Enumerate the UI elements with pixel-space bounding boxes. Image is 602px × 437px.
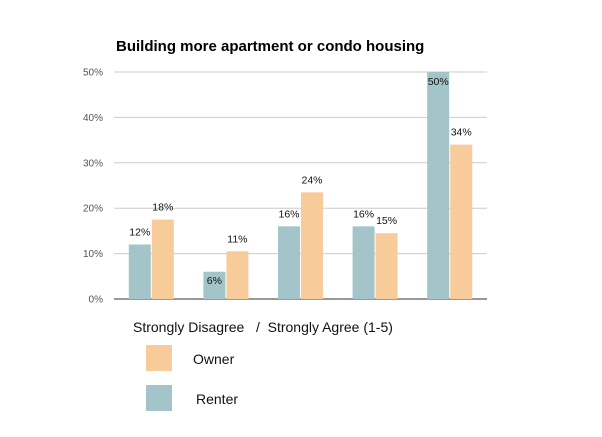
bar-owner-5 bbox=[450, 144, 473, 299]
chart-title: Building more apartment or condo housing bbox=[116, 38, 424, 55]
data-label-renter-3: 16% bbox=[278, 208, 299, 220]
legend-swatch-owner bbox=[146, 345, 172, 371]
x-axis-title: Strongly Disagree / Strongly Agree (1-5) bbox=[133, 319, 393, 335]
bars bbox=[128, 72, 473, 299]
data-label-renter-5: 50% bbox=[428, 76, 449, 88]
y-tick-label: 50% bbox=[83, 68, 103, 79]
legend-label-renter: Renter bbox=[196, 391, 238, 407]
bar-renter-4 bbox=[352, 226, 375, 299]
data-label-renter-4: 16% bbox=[353, 208, 374, 220]
data-label-renter-2: 6% bbox=[207, 275, 222, 287]
bar-owner-1 bbox=[151, 219, 174, 299]
gridlines bbox=[114, 71, 487, 300]
legend: Owner Renter bbox=[146, 345, 238, 411]
y-tick-label: 20% bbox=[83, 204, 103, 215]
bar-owner-4 bbox=[375, 233, 398, 299]
data-labels: 12%18%6%11%16%24%16%15%50%34% bbox=[129, 76, 471, 287]
data-label-owner-2: 11% bbox=[227, 233, 247, 245]
data-label-owner-4: 15% bbox=[376, 215, 397, 227]
y-tick-label: 30% bbox=[83, 158, 103, 169]
data-label-owner-1: 18% bbox=[152, 202, 173, 214]
bar-owner-3 bbox=[301, 192, 323, 299]
legend-swatch-renter bbox=[146, 385, 172, 411]
legend-label-owner: Owner bbox=[193, 351, 235, 367]
y-tick-label: 10% bbox=[83, 249, 103, 260]
data-label-owner-3: 24% bbox=[301, 174, 322, 186]
y-axis: 0% 10% 20% 30% 40% 50% bbox=[83, 68, 103, 306]
y-tick-label: 0% bbox=[89, 295, 104, 306]
bar-renter-2 bbox=[203, 271, 226, 299]
bar-owner-2 bbox=[226, 251, 249, 299]
bar-renter-3 bbox=[278, 226, 300, 299]
data-label-owner-5: 34% bbox=[451, 127, 472, 139]
bar-renter-1 bbox=[128, 244, 151, 299]
data-label-renter-1: 12% bbox=[129, 227, 150, 239]
bar-renter-5 bbox=[427, 72, 450, 299]
y-tick-label: 40% bbox=[83, 113, 103, 124]
